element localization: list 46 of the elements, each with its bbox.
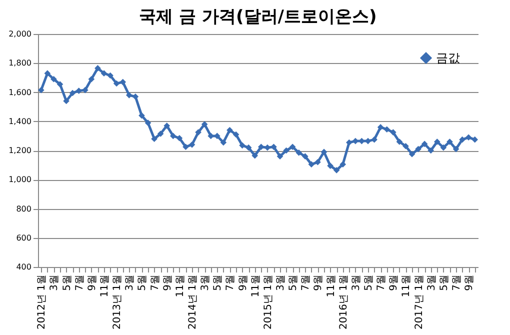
x-tick-label: 3월 bbox=[426, 274, 438, 291]
y-tick-label: 2,000 bbox=[8, 30, 32, 38]
x-tick-label: 7월 bbox=[376, 274, 388, 291]
x-tick-label: 5월 bbox=[364, 274, 374, 291]
x-tick-label: 3월 bbox=[200, 274, 212, 291]
legend-label: 금값 bbox=[436, 51, 460, 65]
x-tick-label: 7월 bbox=[74, 274, 86, 291]
chart-title: 국제 금 가격(달러/트로이온스) bbox=[139, 7, 377, 27]
x-tick-label: 9월 bbox=[238, 274, 249, 291]
x-tick-label: 7월 bbox=[300, 274, 312, 291]
x-tick-label: 3월 bbox=[350, 274, 362, 291]
x-tick-label: 11월 bbox=[100, 274, 110, 298]
x-tick-label: 9월 bbox=[388, 274, 400, 291]
x-tick-label: 5월 bbox=[62, 274, 73, 291]
y-tick-label: 1,800 bbox=[8, 58, 32, 68]
x-tick-label: 2012년 1월 bbox=[36, 274, 48, 330]
y-tick-label: 400 bbox=[16, 262, 32, 272]
x-tick-label: 7월 bbox=[452, 274, 462, 291]
x-tick-label: 2013년 1월 bbox=[112, 274, 124, 330]
x-tick-label: 3월 bbox=[276, 274, 286, 291]
y-tick-label: 800 bbox=[16, 204, 32, 214]
x-tick-label: 2015년 1월 bbox=[262, 274, 274, 330]
y-tick-label: 1,400 bbox=[8, 116, 32, 126]
x-tick-label: 11월 bbox=[401, 274, 412, 298]
x-tick-label: 5월 bbox=[288, 274, 300, 291]
x-tick-label: 5월 bbox=[438, 274, 450, 291]
x-tick-label: 9월 bbox=[162, 274, 174, 291]
y-tick-label: 1,000 bbox=[8, 175, 32, 184]
x-tick-label: 5월 bbox=[137, 274, 148, 291]
y-tick-label: 1,200 bbox=[8, 146, 32, 155]
x-tick-label: 11월 bbox=[250, 274, 262, 298]
x-tick-label: 7월 bbox=[225, 274, 236, 291]
x-tick-label: 2016년 1월 bbox=[338, 274, 350, 330]
x-tick-label: 2017년 1월 bbox=[414, 274, 425, 330]
x-tick-label: 2014년 1월 bbox=[188, 274, 198, 330]
x-tick-label: 11월 bbox=[326, 274, 337, 298]
x-tick-label: 11월 bbox=[174, 274, 186, 298]
y-tick-label: 600 bbox=[16, 233, 32, 242]
y-tick-label: 1,600 bbox=[8, 88, 32, 97]
x-tick-label: 9월 bbox=[464, 274, 476, 291]
x-tick-label: 9월 bbox=[86, 274, 98, 291]
x-tick-label: 3월 bbox=[124, 274, 136, 291]
x-tick-label: 9월 bbox=[313, 274, 324, 291]
x-tick-label: 5월 bbox=[212, 274, 224, 291]
x-tick-label: 3월 bbox=[49, 274, 60, 291]
x-tick-label: 7월 bbox=[150, 274, 161, 291]
